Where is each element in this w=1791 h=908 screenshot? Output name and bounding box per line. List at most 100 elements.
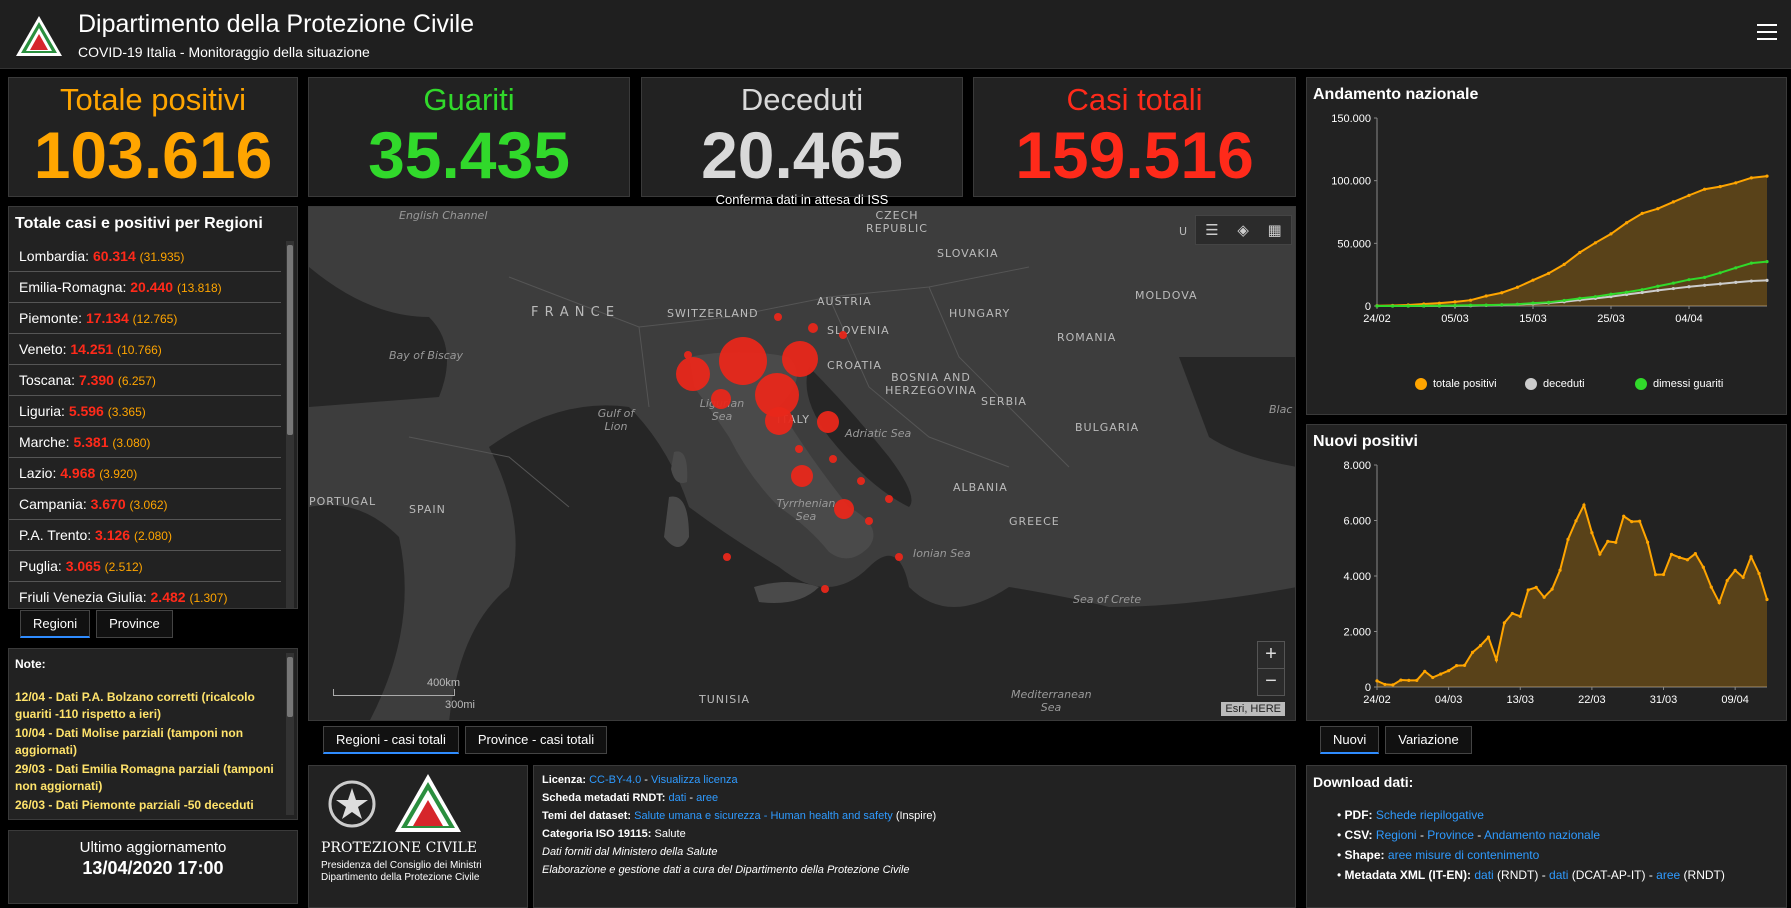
region-bubble-lazio[interactable] — [791, 465, 813, 487]
data-point — [1765, 278, 1769, 282]
data-point — [1718, 271, 1722, 275]
region-row[interactable]: Piemonte: 17.134 (12.765) — [9, 303, 281, 334]
region-bubble-lombardia[interactable] — [719, 337, 767, 385]
region-row[interactable]: Lazio: 4.968 (3.920) — [9, 458, 281, 489]
region-name: Friuli Venezia Giulia: — [19, 589, 147, 605]
data-point — [1669, 552, 1674, 556]
link-scheda-aree[interactable]: aree — [696, 792, 719, 804]
region-name: Toscana: — [19, 372, 76, 388]
legend-totale-positivi[interactable]: totale positivi — [1415, 378, 1497, 390]
link-shape-aree[interactable]: aree misure di contenimento — [1387, 848, 1540, 862]
link-scheda-dati[interactable]: dati — [668, 792, 687, 804]
data-point — [1656, 207, 1660, 211]
region-bubble-friuli[interactable] — [839, 331, 847, 339]
link-temi[interactable]: Salute umana e sicurezza - Human health … — [634, 810, 893, 822]
layers-icon[interactable]: ◈ — [1237, 222, 1249, 239]
region-bubble-puglia[interactable] — [885, 495, 893, 503]
tab-regioni[interactable]: Regioni — [20, 610, 91, 638]
legend-dimessi-guariti[interactable]: dimessi guariti — [1635, 378, 1723, 390]
link-visualizza-licenza[interactable]: Visualizza licenza — [651, 774, 738, 786]
tab-regioni-casi[interactable]: Regioni - casi totali — [323, 726, 459, 754]
tab-variazione[interactable]: Variazione — [1385, 726, 1472, 754]
data-point — [1375, 679, 1379, 683]
link-cc-by[interactable]: CC-BY-4.0 — [589, 774, 642, 786]
map-attribution[interactable]: Esri, HERE — [1221, 702, 1285, 716]
region-bubble-abruzzo[interactable] — [829, 455, 837, 463]
data-point — [1622, 514, 1626, 518]
link-xml-aree[interactable]: aree — [1656, 868, 1681, 882]
kpi-value: 20.465 — [701, 118, 903, 192]
region-bubble-trento[interactable] — [808, 323, 818, 333]
chart-andamento[interactable]: 150.000 100.000 50.000 024/02 05/03 15/03 25/0… — [1307, 108, 1786, 368]
region-row[interactable]: Lombardia: 60.314 (31.935) — [9, 241, 281, 272]
region-bubble-valle-aosta[interactable] — [684, 351, 692, 359]
regions-scrollbar[interactable] — [286, 241, 294, 608]
region-bubble-marche[interactable] — [817, 411, 839, 433]
region-bubble-sicilia[interactable] — [821, 585, 829, 593]
map-label-france: F R A N C E — [531, 305, 616, 320]
data-point — [1671, 286, 1675, 291]
region-row[interactable]: Liguria: 5.596 (3.365) — [9, 396, 281, 427]
region-bubble-piemonte[interactable] — [676, 357, 710, 391]
tab-province[interactable]: Province — [96, 610, 173, 638]
data-point — [1749, 176, 1753, 180]
tab-nuovi[interactable]: Nuovi — [1320, 726, 1380, 754]
hamburger-menu-icon[interactable] — [1757, 24, 1777, 42]
logo-caption-title: PROTEZIONE CIVILE — [321, 840, 478, 856]
region-bubble-campania[interactable] — [834, 499, 854, 519]
region-positive: (6.257) — [117, 374, 156, 388]
link-csv-regioni[interactable]: Regioni — [1375, 828, 1417, 842]
region-bubble-basilicata[interactable] — [865, 517, 873, 525]
map-view[interactable]: English Channel CZECH REPUBLIC SLOVAKIA … — [308, 206, 1296, 721]
regions-list[interactable]: Lombardia: 60.314 (31.935) Emilia-Romagna… — [9, 241, 281, 608]
region-row[interactable]: Marche: 5.381 (3.080) — [9, 427, 281, 458]
legend-list-icon[interactable]: ☰ — [1205, 222, 1219, 239]
region-row[interactable]: Campania: 3.670 (3.062) — [9, 489, 281, 520]
kpi-deceduti: Deceduti 20.465 Conferma dati in attesa … — [641, 77, 963, 207]
data-point — [1470, 650, 1475, 654]
region-bubble-umbria[interactable] — [795, 445, 803, 453]
data-point — [1486, 635, 1491, 639]
region-bubble-sardegna[interactable] — [723, 553, 731, 561]
qr-code-icon[interactable]: ▦ — [1267, 222, 1282, 239]
region-row[interactable]: Emilia-Romagna: 20.440 (13.818) — [9, 272, 281, 303]
zoom-in-button[interactable]: + — [1257, 641, 1285, 669]
region-row[interactable]: Veneto: 14.251 (10.766) — [9, 334, 281, 365]
region-bubble-molise[interactable] — [857, 477, 865, 485]
data-point — [1703, 187, 1707, 191]
tab-province-casi[interactable]: Province - casi totali — [464, 726, 608, 754]
data-point — [1741, 575, 1745, 579]
chart-title: Andamento nazionale — [1313, 86, 1479, 103]
link-xml-dati-rndt[interactable]: dati — [1474, 868, 1494, 882]
region-bubble-veneto[interactable] — [782, 341, 818, 377]
notes-scrollbar[interactable] — [286, 653, 294, 815]
data-point — [1640, 211, 1644, 216]
region-bubble-toscana[interactable] — [765, 407, 793, 435]
chart-nuovi-positivi[interactable]: 8.000 6.000 4.000 2.000 024/02 04/03 13/03 22/0… — [1307, 455, 1786, 717]
region-row[interactable]: Puglia: 3.065 (2.512) — [9, 551, 281, 582]
region-row[interactable]: Toscana: 7.390 (6.257) — [9, 365, 281, 396]
region-row[interactable]: Friuli Venezia Giulia: 2.482 (1.307) — [9, 582, 281, 608]
data-point — [1391, 683, 1395, 687]
map-label-croatia: CROATIA — [827, 359, 882, 372]
data-point — [1630, 520, 1634, 524]
region-bubble-calabria[interactable] — [895, 553, 903, 561]
y-tick-label: 50.000 — [1337, 238, 1371, 250]
region-bubble-liguria[interactable] — [711, 389, 731, 409]
data-point — [1431, 675, 1435, 680]
kpi-label: Guariti — [423, 82, 515, 117]
kpi-label: Deceduti — [740, 82, 864, 117]
legend-deceduti[interactable]: deceduti — [1525, 378, 1585, 390]
info-temi: Temi del dataset: Salute umana e sicurez… — [542, 810, 937, 822]
link-csv-province[interactable]: Province — [1427, 828, 1474, 842]
region-bubble-bolzano[interactable] — [774, 313, 782, 321]
link-csv-andamento[interactable]: Andamento nazionale — [1483, 828, 1601, 842]
data-point — [1590, 531, 1594, 535]
link-schede-riepilogative[interactable]: Schede riepilogative — [1375, 808, 1484, 822]
data-point — [1646, 540, 1650, 544]
link-xml-dati-dcat[interactable]: dati — [1549, 868, 1569, 882]
data-point — [1454, 664, 1459, 668]
region-row[interactable]: P.A. Trento: 3.126 (2.080) — [9, 520, 281, 551]
info-fonte: Dati forniti dal Ministero della Salute — [542, 846, 718, 858]
zoom-out-button[interactable]: − — [1257, 668, 1285, 696]
